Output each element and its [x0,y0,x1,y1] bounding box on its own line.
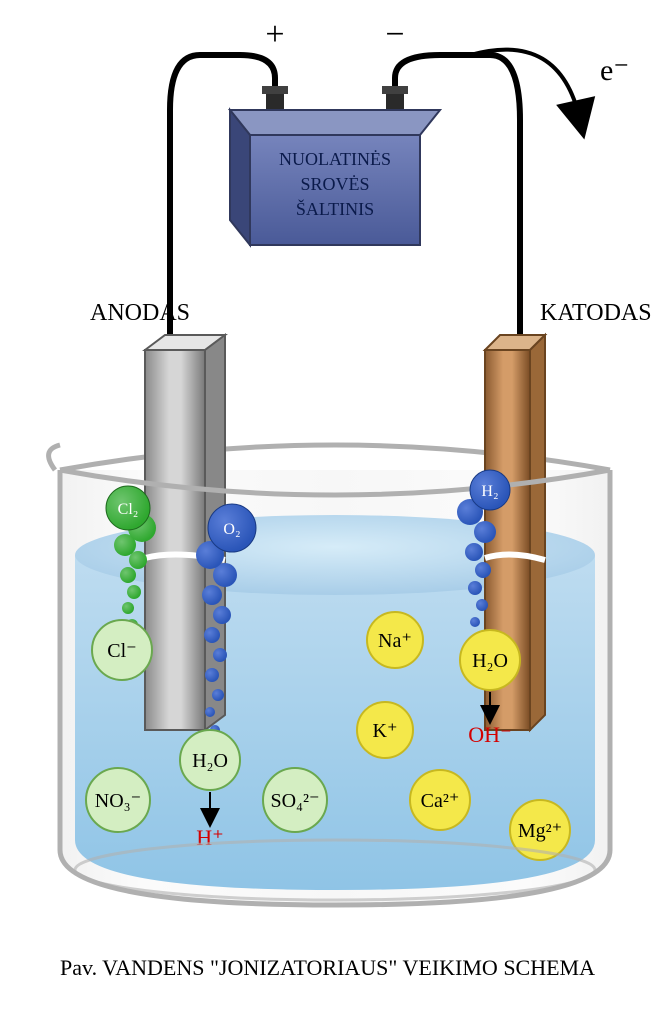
ion-cl-: Cl⁻ [92,620,152,680]
ion-h2o-anode: H₂O [180,730,240,790]
ion-k+: K⁺ [357,702,413,758]
svg-text:Na⁺: Na⁺ [378,630,412,652]
h2-label: H₂ [481,483,498,500]
power-source-label-2: SROVĖS [300,174,369,194]
h-plus-label: H⁺ [196,825,224,850]
ion-so4: SO₄²⁻ [263,768,327,832]
electron-flow: e⁻ [470,50,629,120]
cathode-label: KATODAS [540,300,652,326]
power-source-label-3: ŠALTINIS [296,198,374,219]
cl2-label: Cl₂ [118,501,139,518]
ion-ca2+: Ca²⁺ [410,770,470,830]
svg-text:H₂O: H₂O [192,750,228,772]
power-source: NUOLATINĖS SROVĖS ŠALTINIS [230,86,440,245]
svg-text:SO₄²⁻: SO₄²⁻ [270,790,319,812]
ion-na+: Na⁺ [367,612,423,668]
svg-text:H₂O: H₂O [472,650,508,672]
svg-text:Cl⁻: Cl⁻ [107,640,136,662]
plus-sign: + [265,16,284,53]
power-source-label-1: NUOLATINĖS [279,149,391,169]
diagram-stage: e⁻ + − NUOLATINĖS SROVĖS ŠALTINIS ANODAS… [0,0,670,1010]
svg-text:K⁺: K⁺ [373,720,398,742]
svg-text:Ca²⁺: Ca²⁺ [421,790,460,812]
anode-label: ANODAS [90,300,190,326]
minus-sign: − [385,16,404,53]
electrolysis-diagram: e⁻ + − NUOLATINĖS SROVĖS ŠALTINIS ANODAS… [0,0,670,1010]
electron-symbol: e⁻ [600,54,629,87]
ion-no3-: NO₃⁻ [86,768,150,832]
svg-text:Mg²⁺: Mg²⁺ [518,820,562,842]
o2-label: O₂ [223,521,240,538]
svg-text:NO₃⁻: NO₃⁻ [95,790,141,812]
ion-h2o-cathode: H₂O [460,630,520,690]
oh-minus-label: OH⁻ [468,722,511,747]
diagram-caption: Pav. VANDENS "JONIZATORIAUS" VEIKIMO SCH… [60,955,595,980]
